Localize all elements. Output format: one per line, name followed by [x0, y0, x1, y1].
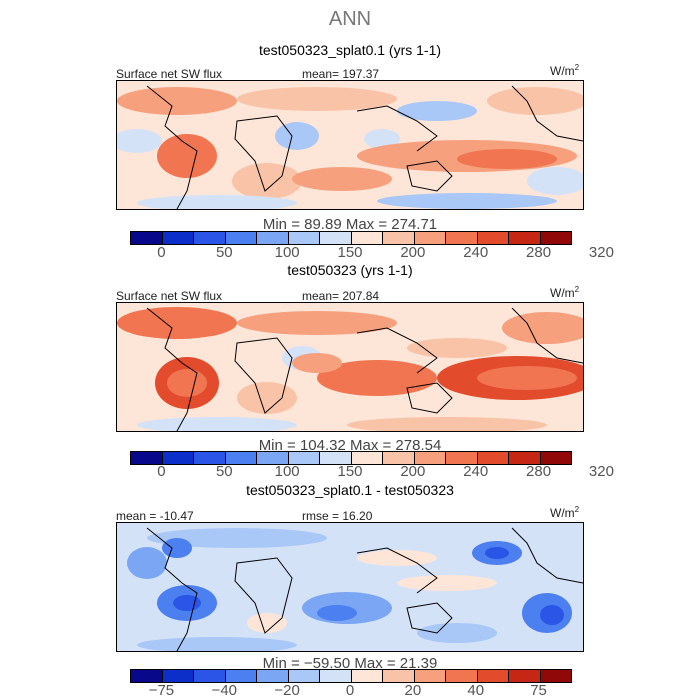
- colorbar-tick-label: 50: [215, 244, 233, 261]
- colorbar-swatch: [225, 452, 257, 464]
- colorbar-swatch: [320, 452, 352, 464]
- panel-2-units: W/m2: [550, 285, 580, 300]
- colorbar-swatch: [162, 452, 194, 464]
- colorbar-swatch: [414, 452, 446, 464]
- colorbar-swatch: [194, 670, 226, 682]
- colorbar-swatch: [351, 232, 383, 244]
- colorbar-swatch: [477, 670, 509, 682]
- colorbar-tick-label: 320: [588, 463, 614, 480]
- colorbar-tick-label: 240: [463, 463, 489, 480]
- panel-1-field: [117, 81, 583, 209]
- colorbar-tick-label: 320: [588, 244, 614, 261]
- panel-1-mean: mean= 197.37: [302, 67, 380, 81]
- colorbar-swatch: [288, 670, 320, 682]
- colorbar-swatch: [320, 232, 352, 244]
- panel-1-colorbar: [130, 231, 572, 245]
- colorbar-swatch: [257, 670, 289, 682]
- colorbar-swatch: [257, 232, 289, 244]
- panel-1-minmax: Min = 89.89 Max = 274.71: [262, 216, 438, 233]
- colorbar-tick-label: 40: [467, 682, 485, 699]
- panel-2-colorbar: [130, 451, 572, 465]
- colorbar-swatch: [162, 670, 194, 682]
- colorbar-swatch: [446, 232, 478, 244]
- panel-2-field: [117, 303, 583, 431]
- colorbar-swatch: [414, 670, 446, 682]
- colorbar-swatch: [414, 232, 446, 244]
- panel-2-map: [116, 302, 584, 432]
- colorbar-tick-label: −75: [148, 682, 175, 699]
- colorbar-swatch: [509, 452, 541, 464]
- panel-2-title: test050323 (yrs 1-1): [287, 262, 413, 278]
- panel-3-rmse: rmse = 16.20: [302, 509, 373, 523]
- colorbar-tick-label: 100: [274, 463, 300, 480]
- colorbar-swatch: [509, 670, 541, 682]
- colorbar-tick-label: −40: [211, 682, 238, 699]
- colorbar-swatch: [446, 452, 478, 464]
- panel-2-minmax: Min = 104.32 Max = 278.54: [258, 437, 442, 454]
- colorbar-tick-label: 280: [526, 463, 552, 480]
- colorbar-swatch: [383, 670, 415, 682]
- colorbar-tick-label: 0: [157, 244, 166, 261]
- colorbar-tick-label: 20: [404, 682, 422, 699]
- panel-2-variable: Surface net SW flux: [116, 289, 223, 303]
- panel-3-map: [116, 522, 584, 652]
- colorbar-swatch: [320, 670, 352, 682]
- colorbar-tick-label: 0: [157, 463, 166, 480]
- colorbar-tick-label: 200: [400, 463, 426, 480]
- panel-3-field: [117, 523, 583, 651]
- colorbar-swatch: [131, 670, 163, 682]
- colorbar-swatch: [540, 232, 571, 244]
- colorbar-swatch: [225, 670, 257, 682]
- colorbar-swatch: [446, 670, 478, 682]
- colorbar-tick-label: 50: [215, 463, 233, 480]
- colorbar-swatch: [194, 452, 226, 464]
- colorbar-swatch: [131, 232, 163, 244]
- colorbar-tick-label: 200: [400, 244, 426, 261]
- colorbar-tick-label: −20: [274, 682, 300, 699]
- panel-1-variable: Surface net SW flux: [116, 67, 223, 81]
- colorbar-swatch: [477, 232, 509, 244]
- panel-3-minmax: Min = −59.50 Max = 21.39: [262, 655, 438, 672]
- colorbar-swatch: [194, 232, 226, 244]
- colorbar-swatch: [383, 232, 415, 244]
- colorbar-swatch: [540, 670, 571, 682]
- colorbar-swatch: [288, 452, 320, 464]
- colorbar-swatch: [257, 452, 289, 464]
- colorbar-swatch: [509, 232, 541, 244]
- colorbar-tick-label: 75: [530, 682, 547, 699]
- main-title: ANN: [328, 8, 372, 30]
- panel-3-colorbar: [130, 669, 572, 683]
- colorbar-tick-label: 0: [345, 682, 355, 699]
- panel-1-units: W/m2: [550, 63, 580, 78]
- panel-1-title: test050323_splat0.1 (yrs 1-1): [258, 42, 442, 58]
- colorbar-swatch: [540, 452, 571, 464]
- colorbar-tick-label: 150: [337, 463, 363, 480]
- colorbar-swatch: [131, 452, 163, 464]
- panel-3-mean: mean = -10.47: [116, 509, 194, 523]
- panel-2-mean: mean= 207.84: [302, 289, 380, 303]
- panel-1-map: [116, 80, 584, 210]
- colorbar-swatch: [351, 452, 383, 464]
- colorbar-swatch: [162, 232, 194, 244]
- colorbar-swatch: [477, 452, 509, 464]
- colorbar-swatch: [351, 670, 383, 682]
- panel-3-title: test050323_splat0.1 - test050323: [246, 482, 454, 498]
- colorbar-swatch: [383, 452, 415, 464]
- colorbar-tick-label: 280: [526, 244, 552, 261]
- colorbar-tick-label: 240: [463, 244, 489, 261]
- colorbar-tick-label: 100: [274, 244, 300, 261]
- panel-3-units: W/m2: [550, 505, 580, 520]
- colorbar-tick-label: 150: [337, 244, 363, 261]
- colorbar-swatch: [225, 232, 257, 244]
- colorbar-swatch: [288, 232, 320, 244]
